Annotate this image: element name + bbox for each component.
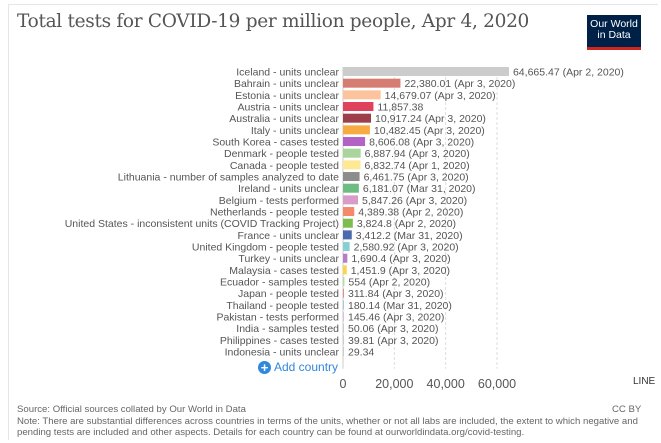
bar xyxy=(343,288,344,298)
bar-label: Austria - units unclear xyxy=(237,102,339,114)
bar-label: United States - inconsistent units (COVI… xyxy=(65,218,339,230)
source-note: Source: Official sources collated by Our… xyxy=(17,404,642,439)
bar xyxy=(343,125,370,135)
owid-logo[interactable]: Our World in Data xyxy=(587,15,641,50)
value-label: 554 (Apr 2, 2020) xyxy=(348,277,430,289)
bar xyxy=(343,113,372,123)
bar-label: Lithuania - number of samples analyzed t… xyxy=(118,172,339,184)
bar-label: Australia - units unclear xyxy=(229,113,339,125)
bar xyxy=(343,195,359,205)
chart-title: Total tests for COVID-19 per million peo… xyxy=(17,11,530,32)
value-label: 50.06 (Apr 3, 2020) xyxy=(348,323,438,335)
bar xyxy=(343,207,355,217)
bar xyxy=(343,312,344,322)
bar xyxy=(343,137,366,147)
value-label: 6,887.94 (Apr 3, 2020) xyxy=(365,148,470,160)
line-chart-toggle[interactable]: LINE xyxy=(633,376,656,387)
value-label: 6,832.74 (Apr 1, 2020) xyxy=(365,160,470,172)
bar-label: Thailand - people tested xyxy=(226,300,339,312)
logo-text: Our World xyxy=(590,18,638,30)
bar-label: Estonia - units unclear xyxy=(235,90,339,102)
bar xyxy=(343,183,359,193)
value-label: 14,679.07 (Apr 3, 2020) xyxy=(385,90,496,102)
bar xyxy=(343,160,361,170)
bar xyxy=(343,253,348,263)
bar xyxy=(343,148,361,158)
bar-label: Pakistan - tests performed xyxy=(216,312,339,324)
add-country-button[interactable]: + Add country xyxy=(258,360,338,374)
bar-label: Bahrain - units unclear xyxy=(234,78,340,90)
value-label: 11,857.38 xyxy=(377,102,423,114)
license-link[interactable]: CC BY xyxy=(612,404,642,415)
bar xyxy=(343,347,344,357)
bar xyxy=(343,90,381,100)
bar-label: India - samples tested xyxy=(236,323,339,335)
value-label: 10,917.24 (Apr 3, 2020) xyxy=(375,113,486,125)
add-country-label: Add country xyxy=(274,360,339,374)
bar xyxy=(343,265,347,275)
bar xyxy=(343,218,353,228)
value-label: 64,665.47 (Apr 2, 2020) xyxy=(513,67,624,79)
bar-label: Malaysia - cases tested xyxy=(229,265,339,277)
logo-text: in Data xyxy=(597,29,631,41)
bar xyxy=(343,277,345,287)
x-tick-label: 0 xyxy=(340,377,347,391)
bar-label: Netherlands - people tested xyxy=(210,207,339,219)
value-label: 4,389.38 (Apr 2, 2020) xyxy=(358,207,463,219)
x-tick-label: 40,000 xyxy=(427,377,465,391)
source-text: Source: Official sources collated by Our… xyxy=(17,404,246,415)
bar-label: Belgium - tests performed xyxy=(219,195,339,207)
value-label: 6,181.07 (Mar 31, 2020) xyxy=(363,183,476,195)
value-label: 1,451.9 (Apr 3, 2020) xyxy=(351,265,450,277)
note-text: Note: There are substantial differences … xyxy=(17,415,638,439)
bar-label: South Korea - cases tested xyxy=(212,137,339,149)
chart-card xyxy=(8,4,658,440)
x-tick-label: 60,000 xyxy=(478,377,516,391)
x-tick-label: 20,000 xyxy=(375,377,413,391)
bar-label: Indonesia - units unclear xyxy=(225,347,340,359)
value-label: 3,824.8 (Apr 2, 2020) xyxy=(357,218,456,230)
plus-circle-icon: + xyxy=(258,360,271,374)
bar-label: United Kingdom - people tested xyxy=(192,242,339,254)
value-label: 180.14 (Mar 31, 2020) xyxy=(348,300,452,312)
bar-label: Italy - units unclear xyxy=(251,125,340,137)
value-label: 3,412.2 (Mar 31, 2020) xyxy=(356,230,463,242)
bar-label: Denmark - people tested xyxy=(224,148,339,160)
value-label: 29.34 xyxy=(348,347,374,359)
bar-label: Japan - people tested xyxy=(238,288,339,300)
value-label: 2,580.92 (Apr 3, 2020) xyxy=(354,242,459,254)
bar xyxy=(343,230,352,240)
bar-label: France - units unclear xyxy=(237,230,339,242)
value-label: 39.81 (Apr 3, 2020) xyxy=(348,335,438,347)
value-label: 1,690.4 (Apr 3, 2020) xyxy=(351,253,450,265)
bar-label: Iceland - units unclear xyxy=(236,67,339,79)
value-label: 10,482.45 (Apr 3, 2020) xyxy=(374,125,485,137)
bar-label: Philippines - cases tested xyxy=(220,335,339,347)
value-label: 5,847.26 (Apr 3, 2020) xyxy=(362,195,467,207)
value-label: 8,606.08 (Apr 3, 2020) xyxy=(369,137,474,149)
value-label: 6,461.75 (Apr 3, 2020) xyxy=(364,172,469,184)
bar xyxy=(343,102,374,112)
bar-label: Canada - people tested xyxy=(230,160,339,172)
bar xyxy=(343,78,401,88)
value-label: 22,380.01 (Apr 3, 2020) xyxy=(404,78,515,90)
bar xyxy=(343,172,360,182)
bar xyxy=(343,323,344,333)
bar xyxy=(343,300,344,310)
bar xyxy=(343,67,509,76)
bar xyxy=(343,242,350,252)
bar xyxy=(343,335,344,345)
bar-label: Ireland - units unclear xyxy=(238,183,339,195)
bar-label: Turkey - units unclear xyxy=(238,253,339,265)
value-label: 145.46 (Apr 3, 2020) xyxy=(348,312,444,324)
bar-label: Ecuador - samples tested xyxy=(220,277,339,289)
value-label: 311.84 (Apr 3, 2020) xyxy=(348,288,444,300)
